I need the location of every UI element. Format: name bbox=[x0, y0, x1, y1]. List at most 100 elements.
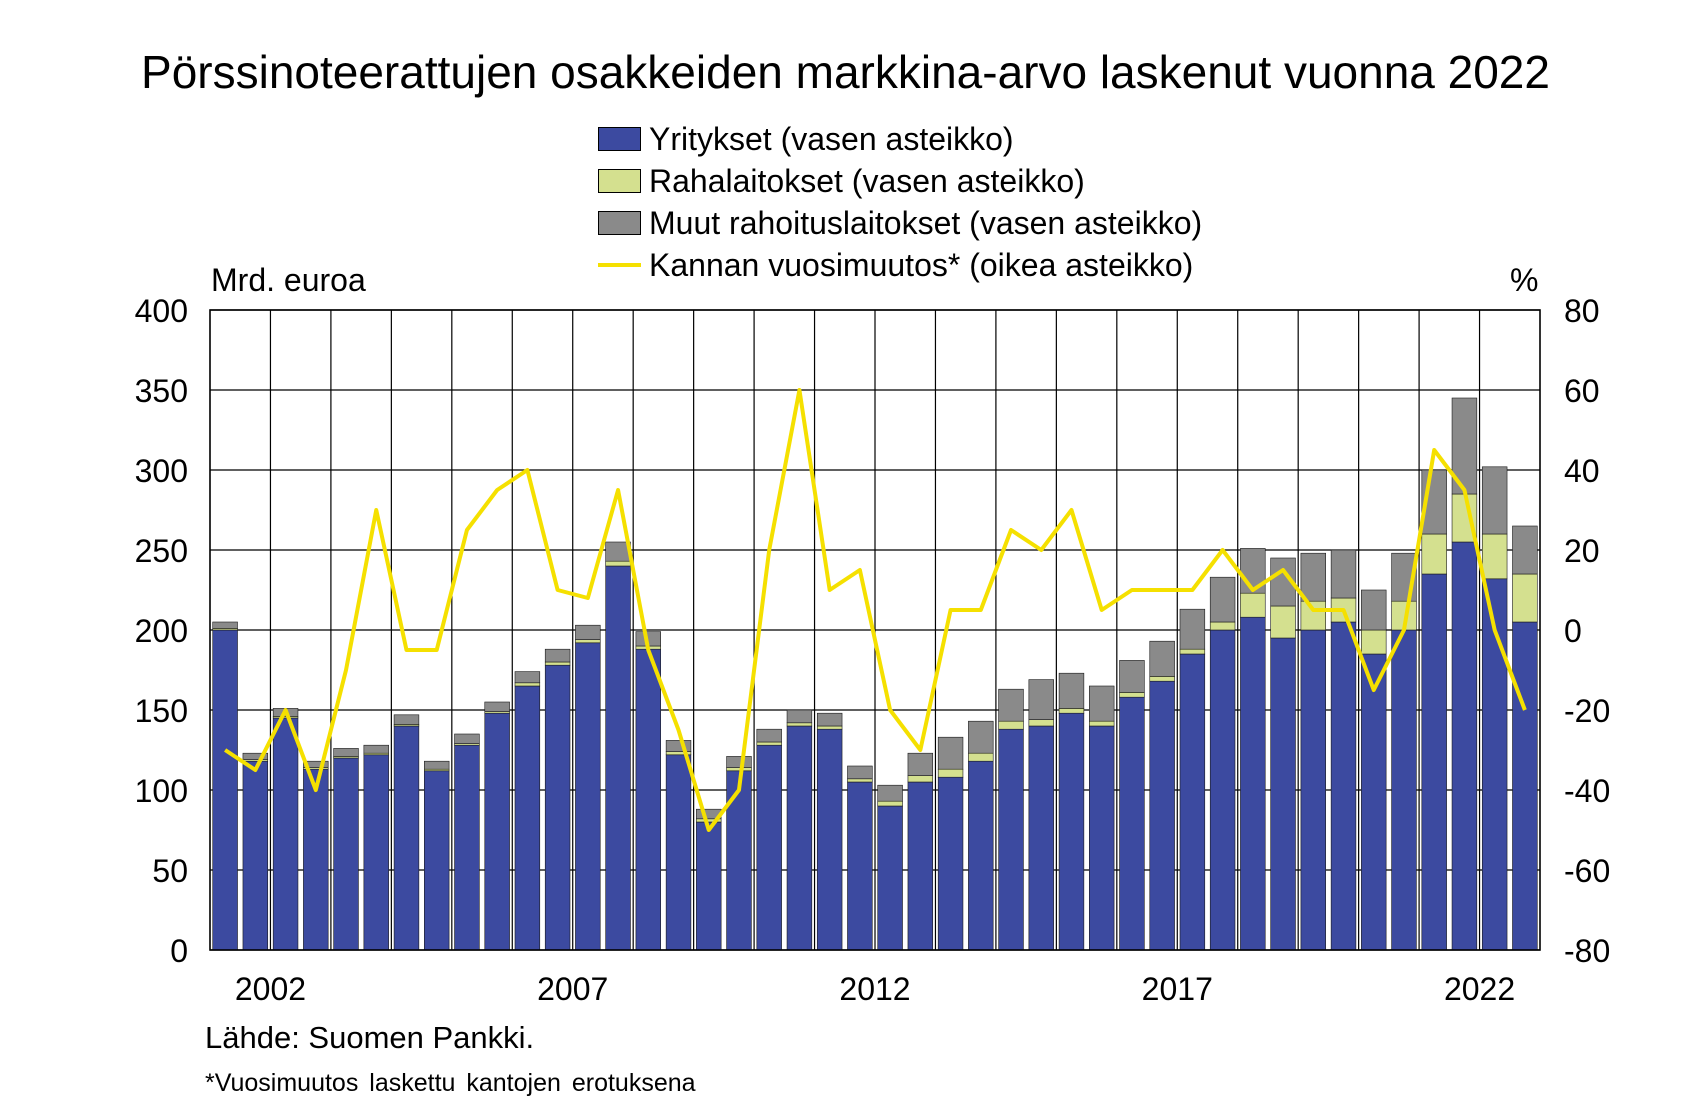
source-note: Lähde: Suomen Pankki. bbox=[205, 1020, 535, 1055]
bar-yritykset bbox=[1451, 541, 1478, 951]
bar-yritykset bbox=[303, 768, 329, 951]
bar-rahalaitokset bbox=[726, 767, 752, 772]
bar-yritykset bbox=[1058, 712, 1085, 951]
bar-yritykset bbox=[1149, 680, 1175, 951]
bar-muut bbox=[1330, 549, 1357, 599]
y-left-tick-label: 150 bbox=[135, 693, 188, 729]
bar-muut bbox=[303, 760, 329, 768]
bar-muut bbox=[1058, 672, 1085, 709]
bar-yritykset bbox=[575, 642, 601, 951]
bar-rahalaitokset bbox=[514, 682, 541, 687]
bar-rahalaitokset bbox=[605, 560, 631, 567]
bar-yritykset bbox=[937, 776, 964, 951]
bar-muut bbox=[756, 728, 782, 743]
bar-rahalaitokset bbox=[1028, 719, 1054, 727]
bar-muut bbox=[544, 648, 571, 663]
x-tick-label: 2017 bbox=[1142, 971, 1213, 1007]
bar-muut bbox=[937, 736, 964, 770]
bar-rahalaitokset bbox=[1119, 692, 1145, 698]
bar-muut bbox=[514, 671, 541, 684]
bar-yritykset bbox=[1391, 629, 1417, 951]
bar-muut bbox=[1209, 576, 1236, 623]
bar-yritykset bbox=[333, 757, 359, 951]
bar-yritykset bbox=[968, 760, 994, 951]
bar-yritykset bbox=[907, 781, 934, 951]
bar-muut bbox=[1300, 552, 1326, 602]
bar-yritykset bbox=[1028, 725, 1054, 951]
legend: Yritykset (vasen asteikko) Rahalaitokset… bbox=[598, 118, 1202, 286]
bar-rahalaitokset bbox=[1209, 621, 1236, 631]
bar-yritykset bbox=[424, 770, 450, 951]
legend-item-muut: Muut rahoituslaitokset (vasen asteikko) bbox=[598, 202, 1202, 244]
legend-label-rahalaitokset: Rahalaitokset (vasen asteikko) bbox=[649, 163, 1085, 199]
y-right-tick-label: 40 bbox=[1564, 453, 1600, 489]
bar-yritykset bbox=[847, 781, 873, 951]
bar-muut bbox=[1149, 640, 1175, 677]
bar-muut bbox=[242, 752, 269, 760]
legend-line-kanta bbox=[598, 263, 641, 267]
bar-rahalaitokset bbox=[575, 639, 601, 644]
plot-frame bbox=[209, 309, 1541, 951]
bar-yritykset bbox=[1209, 629, 1236, 951]
bar-muut bbox=[1179, 608, 1206, 650]
bar-rahalaitokset bbox=[877, 800, 903, 807]
legend-item-kanta: Kannan vuosimuutos* (oikea asteikko) bbox=[598, 244, 1202, 286]
bar-muut bbox=[575, 624, 601, 640]
bar-rahalaitokset bbox=[907, 775, 934, 783]
bar-yritykset bbox=[1421, 573, 1447, 951]
legend-swatch-rahalaitokset bbox=[598, 169, 641, 193]
bar-muut bbox=[424, 760, 450, 770]
bar-yritykset bbox=[756, 744, 782, 951]
bar-muut bbox=[726, 756, 752, 768]
bar-yritykset bbox=[1179, 653, 1206, 951]
bar-yritykset bbox=[1119, 696, 1145, 951]
y-left-tick-label: 400 bbox=[135, 293, 188, 329]
bar-yritykset bbox=[726, 770, 752, 951]
bar-yritykset bbox=[514, 685, 541, 951]
y-left-tick-label: 250 bbox=[135, 533, 188, 569]
bar-yritykset bbox=[1089, 725, 1115, 951]
y-right-tick-label: 20 bbox=[1564, 533, 1600, 569]
bar-muut bbox=[907, 752, 934, 776]
bar-muut bbox=[1512, 525, 1538, 575]
bar-muut bbox=[665, 740, 692, 752]
y-left-tick-label: 350 bbox=[135, 373, 188, 409]
bar-muut bbox=[847, 765, 873, 780]
bar-yritykset bbox=[605, 565, 631, 951]
y-left-tick-label: 200 bbox=[135, 613, 188, 649]
bar-rahalaitokset bbox=[1361, 629, 1387, 655]
chart-title: Pörssinoteerattujen osakkeiden markkina-… bbox=[141, 46, 1550, 98]
bar-yritykset bbox=[1300, 629, 1326, 951]
bar-muut bbox=[1481, 466, 1508, 535]
bar-yritykset bbox=[484, 712, 510, 951]
y-left-tick-label: 300 bbox=[135, 453, 188, 489]
bar-muut bbox=[333, 748, 359, 757]
bar-muut bbox=[816, 712, 843, 727]
legend-item-yritykset: Yritykset (vasen asteikko) bbox=[598, 118, 1202, 160]
y-right-tick-label: 0 bbox=[1564, 613, 1582, 649]
legend-label-muut: Muut rahoituslaitokset (vasen asteikko) bbox=[649, 205, 1203, 241]
bar-rahalaitokset bbox=[1512, 573, 1538, 623]
bar-rahalaitokset bbox=[816, 725, 843, 730]
legend-item-rahalaitokset: Rahalaitokset (vasen asteikko) bbox=[598, 160, 1202, 202]
bar-yritykset bbox=[635, 648, 661, 951]
bar-muut bbox=[484, 701, 510, 712]
bar-yritykset bbox=[1270, 637, 1296, 951]
y-right-tick-label: -20 bbox=[1564, 693, 1610, 729]
bar-rahalaitokset bbox=[1481, 533, 1508, 580]
y-right-tick-label: 60 bbox=[1564, 373, 1600, 409]
y-right-tick-label: -80 bbox=[1564, 933, 1610, 969]
bar-yritykset bbox=[242, 760, 269, 951]
bar-rahalaitokset bbox=[544, 661, 571, 666]
bar-yritykset bbox=[665, 754, 692, 951]
bar-muut bbox=[998, 688, 1024, 722]
bar-muut bbox=[786, 709, 813, 724]
x-tick-label: 2007 bbox=[537, 971, 608, 1007]
bar-rahalaitokset bbox=[1240, 592, 1266, 618]
bar-muut bbox=[1119, 660, 1145, 693]
bar-rahalaitokset bbox=[1270, 605, 1296, 639]
bar-muut bbox=[363, 744, 389, 754]
line-kannan-vuosimuutos bbox=[224, 388, 1527, 832]
x-tick-label: 2002 bbox=[235, 971, 306, 1007]
